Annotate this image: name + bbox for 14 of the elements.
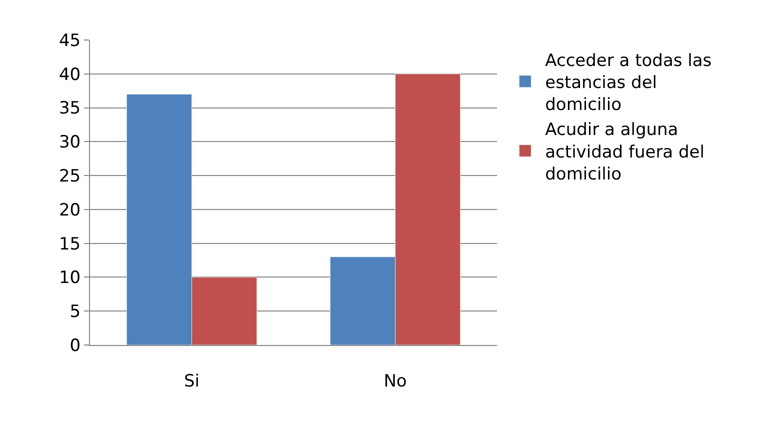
y-tick-label: 35 bbox=[58, 98, 81, 119]
y-tick-label: 0 bbox=[70, 336, 81, 356]
y-tick-label: 20 bbox=[58, 200, 81, 220]
y-tick-label: 15 bbox=[58, 234, 81, 254]
y-tick-label: 30 bbox=[58, 132, 81, 153]
legend-label: Acceder a todas las estancias del domicilio bbox=[545, 50, 712, 116]
y-tick-label: 45 bbox=[58, 30, 81, 51]
y-tick-label: 25 bbox=[58, 166, 81, 187]
y-tick-label: 10 bbox=[58, 268, 81, 288]
y-tick-label: 40 bbox=[58, 64, 81, 85]
legend-label: Acudir a alguna actividad fuera del domicilio bbox=[545, 120, 704, 184]
x-tick-label: No bbox=[384, 371, 407, 392]
y-tick-label: 5 bbox=[70, 302, 81, 322]
x-tick-label: Si bbox=[184, 371, 200, 392]
